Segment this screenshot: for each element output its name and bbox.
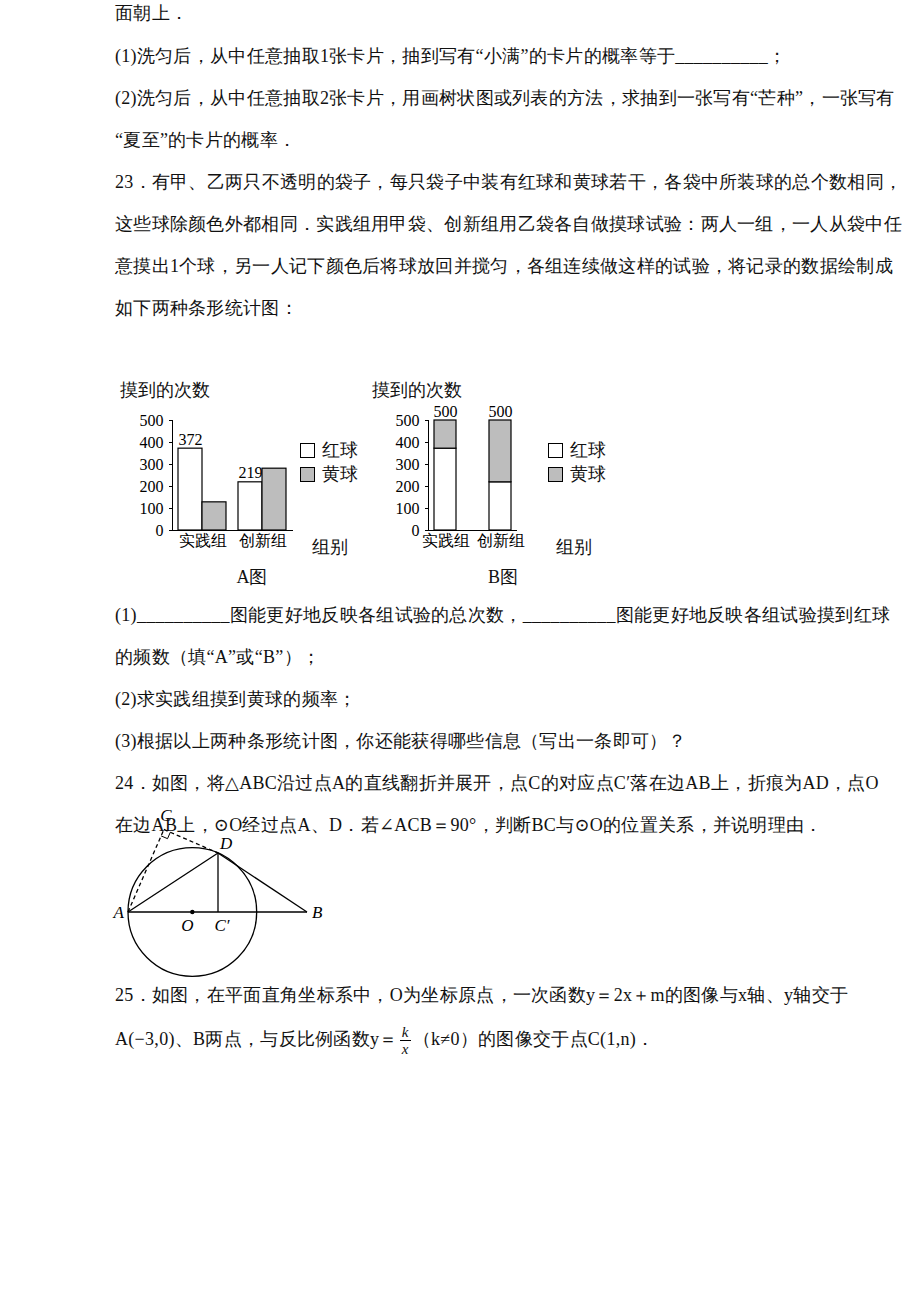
svg-text:C: C <box>160 806 172 825</box>
svg-text:200: 200 <box>140 478 164 495</box>
svg-text:创新组: 创新组 <box>239 532 287 549</box>
svg-text:500: 500 <box>489 403 513 420</box>
svg-text:400: 400 <box>396 434 420 451</box>
svg-text:B: B <box>312 903 323 922</box>
svg-text:219: 219 <box>239 464 263 481</box>
svg-text:0: 0 <box>412 522 420 539</box>
svg-text:O: O <box>181 916 193 935</box>
svg-text:100: 100 <box>140 500 164 517</box>
svg-text:372: 372 <box>179 431 203 448</box>
svg-text:500: 500 <box>140 412 164 429</box>
svg-text:300: 300 <box>396 456 420 473</box>
svg-text:400: 400 <box>140 434 164 451</box>
svg-text:200: 200 <box>396 478 420 495</box>
svg-text:300: 300 <box>140 456 164 473</box>
svg-text:D: D <box>219 834 233 853</box>
svg-text:0: 0 <box>156 522 164 539</box>
svg-text:100: 100 <box>396 500 420 517</box>
svg-text:500: 500 <box>396 412 420 429</box>
svg-text:A: A <box>113 903 125 922</box>
svg-text:创新组: 创新组 <box>477 532 525 549</box>
svg-text:500: 500 <box>434 403 458 420</box>
svg-text:实践组: 实践组 <box>422 532 470 549</box>
svg-text:C′: C′ <box>214 916 229 935</box>
svg-text:实践组: 实践组 <box>179 532 227 549</box>
